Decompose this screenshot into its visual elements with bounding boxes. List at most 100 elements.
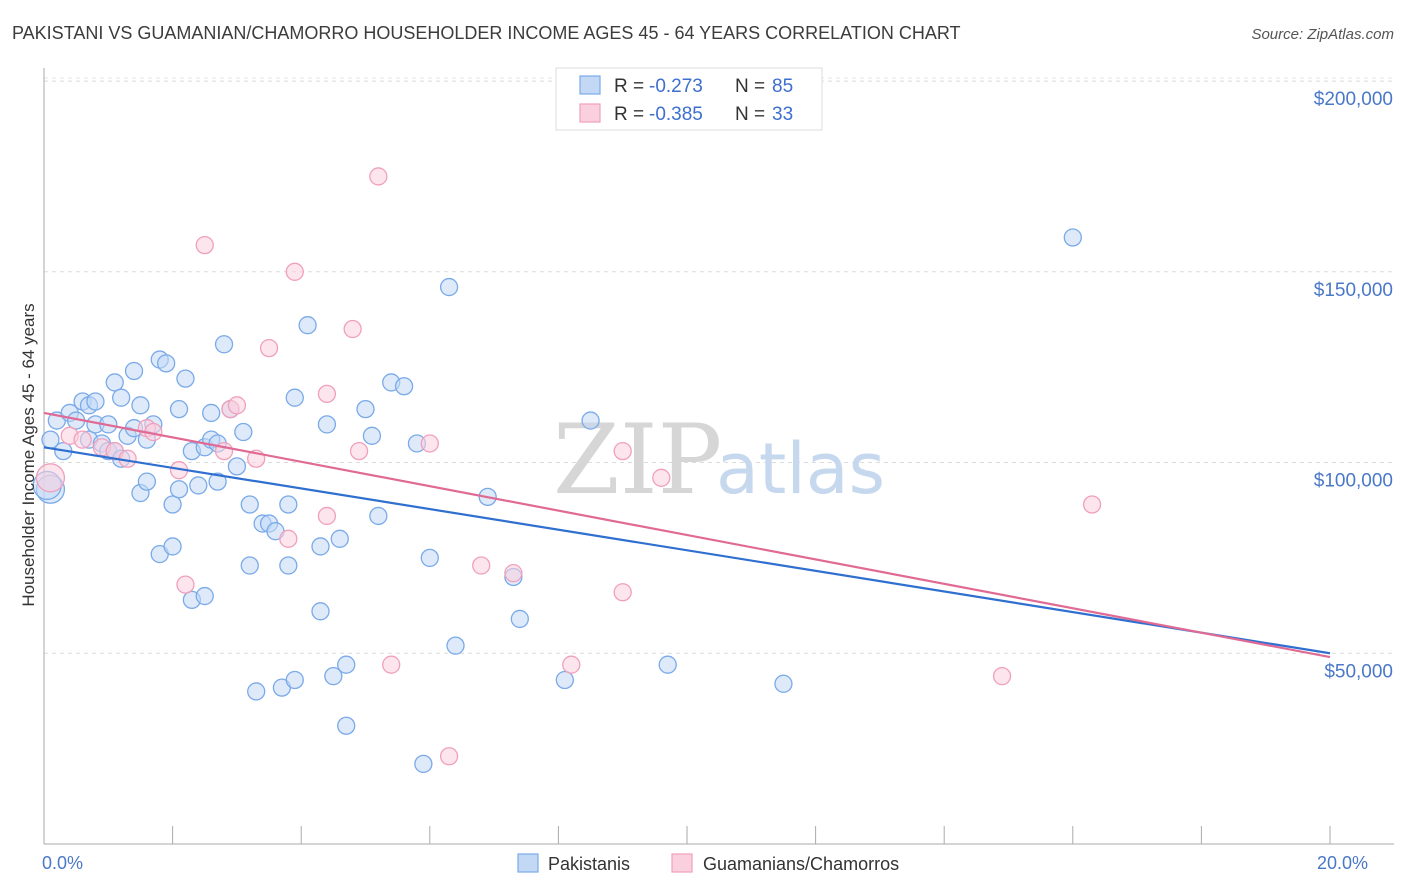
point-1-25 bbox=[439, 747, 459, 766]
legend-n-label-2: N = bbox=[735, 104, 770, 125]
point-1-0 bbox=[35, 463, 66, 493]
point-1-21 bbox=[349, 441, 369, 461]
point-1-9 bbox=[176, 575, 195, 594]
legend-n-value-2: 33 bbox=[772, 104, 793, 125]
point-0-43 bbox=[214, 335, 234, 354]
point-0-20 bbox=[124, 361, 144, 381]
watermark-atlas: atlas bbox=[716, 428, 885, 510]
point-0-46 bbox=[234, 422, 253, 442]
point-1-16 bbox=[279, 529, 298, 548]
point-0-80 bbox=[658, 655, 677, 674]
legend-r-value-1: -0.273 bbox=[649, 76, 703, 97]
point-1-19 bbox=[317, 384, 337, 404]
point-1-2 bbox=[73, 430, 92, 449]
point-1-30 bbox=[613, 441, 632, 461]
series-legend-swatch-guamanians bbox=[671, 853, 693, 873]
legend-swatch-guamanians bbox=[579, 103, 601, 123]
point-0-48 bbox=[240, 556, 259, 575]
point-0-36 bbox=[189, 476, 208, 495]
series-legend-swatch-pakistanis bbox=[517, 853, 539, 873]
point-0-10 bbox=[86, 392, 105, 411]
y-tick-label-0: $50,000 bbox=[1324, 661, 1393, 682]
point-0-65 bbox=[356, 399, 375, 419]
point-0-17 bbox=[112, 388, 131, 407]
legend-row-2: R = -0.385 N = 33 bbox=[614, 104, 793, 125]
point-0-79 bbox=[581, 411, 600, 430]
point-1-17 bbox=[285, 262, 304, 281]
point-1-33 bbox=[1082, 495, 1102, 514]
legend-r-label-2: R = bbox=[614, 104, 649, 125]
legend-r-label-1: R = bbox=[614, 76, 649, 97]
point-1-23 bbox=[382, 655, 401, 674]
point-0-15 bbox=[105, 373, 124, 392]
point-1-13 bbox=[227, 396, 247, 415]
point-0-55 bbox=[285, 388, 304, 407]
point-1-27 bbox=[504, 564, 523, 583]
chart-title: PAKISTANI VS GUAMANIAN/CHAMORRO HOUSEHOL… bbox=[12, 23, 961, 43]
point-0-31 bbox=[169, 480, 189, 499]
point-1-32 bbox=[992, 667, 1012, 686]
point-1-20 bbox=[343, 319, 362, 339]
point-0-56 bbox=[285, 670, 304, 690]
point-0-58 bbox=[311, 537, 330, 556]
legend-n-value-1: 85 bbox=[772, 76, 793, 97]
point-1-18 bbox=[317, 506, 337, 526]
trend-lines bbox=[43, 411, 1331, 659]
watermark-zip: ZIP bbox=[553, 404, 722, 516]
series-legend-guamanians: Guamanians/Chamorros bbox=[703, 854, 899, 874]
point-0-42 bbox=[208, 472, 227, 491]
point-0-39 bbox=[202, 403, 221, 423]
point-0-66 bbox=[362, 426, 382, 445]
legend-r-value-2: -0.385 bbox=[649, 104, 703, 125]
point-0-59 bbox=[311, 602, 330, 621]
point-0-63 bbox=[337, 655, 356, 674]
trend-line-1 bbox=[43, 411, 1331, 659]
point-0-84 bbox=[247, 682, 266, 701]
point-0-73 bbox=[439, 277, 459, 297]
point-0-81 bbox=[774, 674, 793, 693]
point-0-23 bbox=[137, 472, 157, 491]
point-0-30 bbox=[163, 495, 182, 514]
point-1-24 bbox=[420, 434, 439, 453]
series-legend-pakistanis: Pakistanis bbox=[548, 854, 630, 874]
trend-line-0 bbox=[43, 446, 1331, 655]
point-1-15 bbox=[259, 338, 279, 358]
series-legend: Pakistanis Guamanians/Chamorros bbox=[517, 853, 899, 874]
point-0-64 bbox=[337, 716, 356, 735]
point-1-29 bbox=[613, 583, 632, 602]
point-0-62 bbox=[330, 529, 349, 548]
point-0-28 bbox=[157, 354, 176, 373]
series-points-1 bbox=[35, 167, 1102, 766]
point-0-67 bbox=[369, 506, 388, 526]
point-0-29 bbox=[163, 537, 182, 556]
point-0-45 bbox=[227, 457, 247, 476]
legend-swatch-pakistanis bbox=[579, 75, 601, 95]
point-0-32 bbox=[169, 399, 189, 419]
point-0-53 bbox=[279, 495, 298, 514]
scatter-points bbox=[32, 167, 1102, 774]
y-axis-title: Householder Income Ages 45 - 64 years bbox=[19, 303, 38, 606]
x-tick-label-max: 20.0% bbox=[1317, 853, 1368, 873]
point-0-71 bbox=[414, 754, 433, 774]
point-0-78 bbox=[555, 670, 574, 690]
point-1-22 bbox=[369, 167, 388, 186]
stats-legend: R = -0.273 N = 85 R = -0.385 N = 33 bbox=[555, 67, 823, 131]
point-0-57 bbox=[298, 316, 317, 335]
y-tick-labels: $50,000 $100,000 $150,000 $200,000 bbox=[1314, 89, 1393, 682]
legend-n-label-1: N = bbox=[735, 76, 770, 97]
point-0-69 bbox=[394, 377, 414, 396]
point-0-77 bbox=[510, 609, 529, 629]
point-0-61 bbox=[324, 667, 343, 686]
x-tick-label-min: 0.0% bbox=[42, 853, 83, 873]
point-0-47 bbox=[240, 495, 259, 514]
point-0-54 bbox=[279, 556, 298, 575]
point-1-26 bbox=[472, 556, 491, 575]
y-tick-label-2: $150,000 bbox=[1314, 280, 1393, 301]
point-1-28 bbox=[562, 655, 581, 674]
point-1-31 bbox=[652, 468, 671, 487]
point-0-37 bbox=[195, 586, 214, 606]
chart-source: Source: ZipAtlas.com bbox=[1251, 26, 1394, 43]
point-1-10 bbox=[195, 235, 214, 255]
point-0-21 bbox=[131, 396, 150, 415]
